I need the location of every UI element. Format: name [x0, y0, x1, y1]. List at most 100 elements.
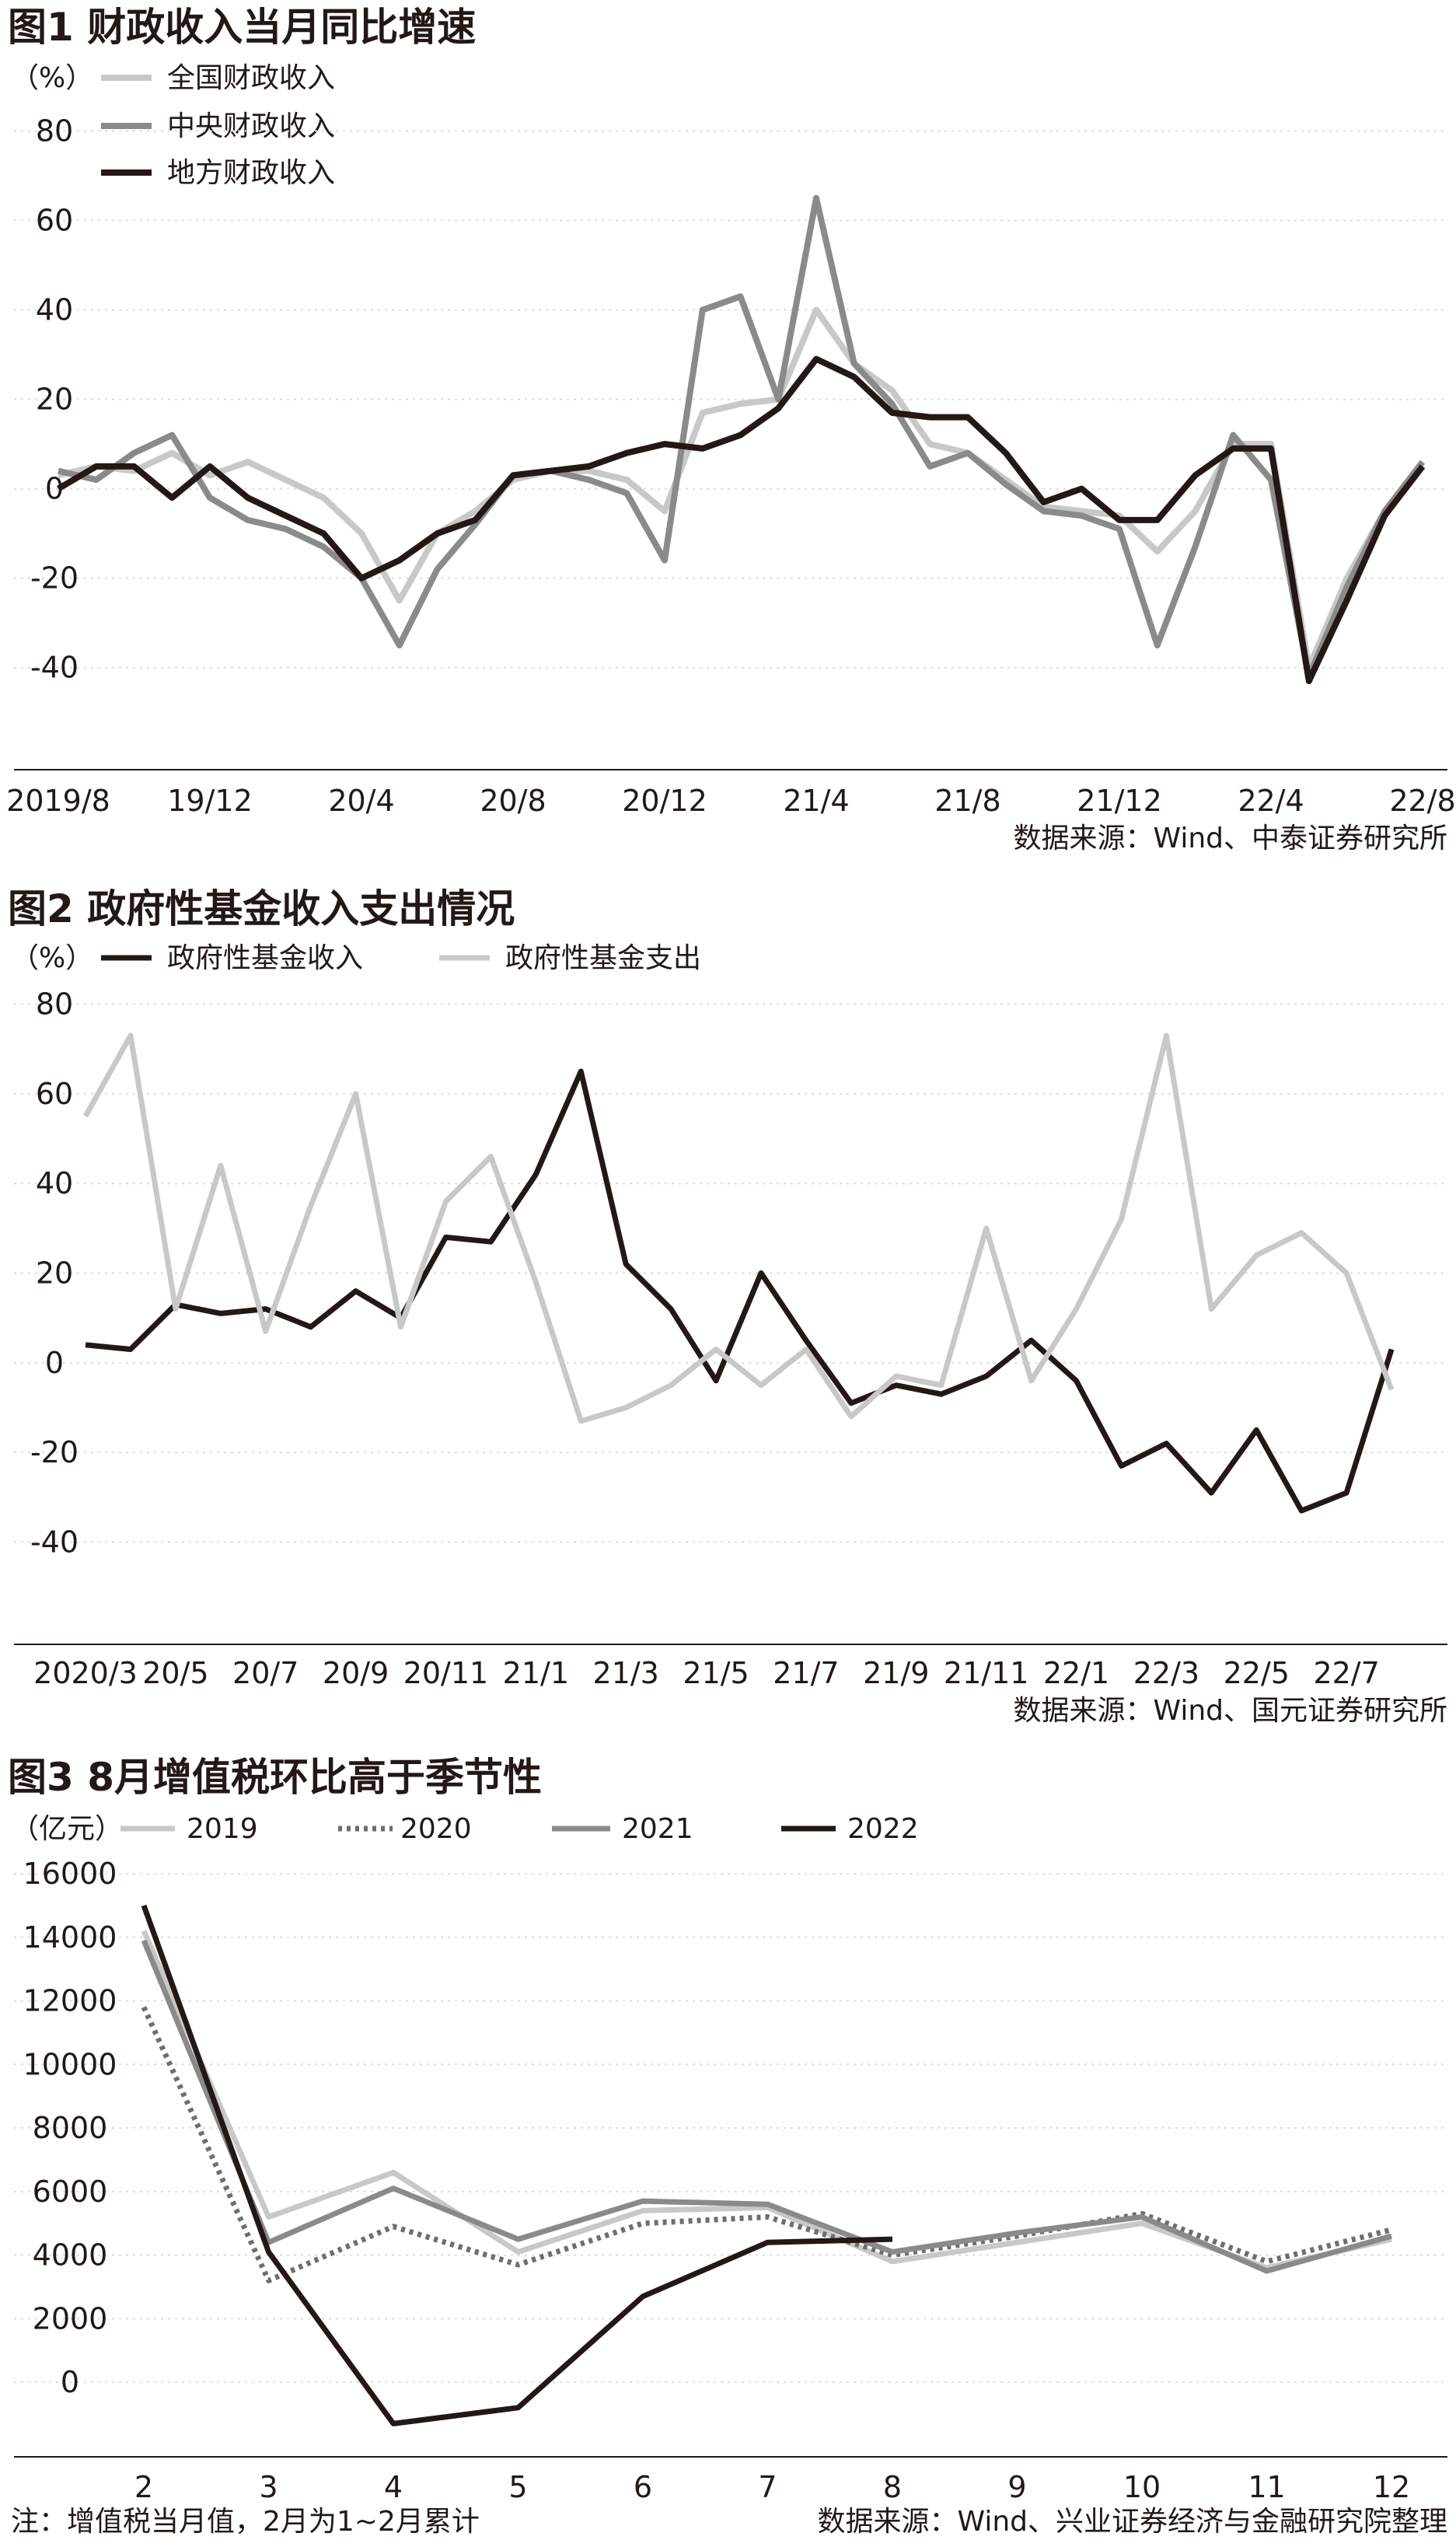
chart-2-y-ticks: 80 60 40 20 0 -20 -40 [30, 987, 79, 1560]
chart-3-x-ticks: 2 3 4 5 6 7 8 9 10 11 12 [134, 2470, 1410, 2504]
c3-x-tick-label: 3 [259, 2470, 278, 2504]
chart-1-legend: 全国财政收入 中央财政收入 地方财政收入 [101, 62, 335, 189]
chart-2-legend: 政府性基金收入 政府性基金支出 [101, 942, 701, 974]
c1-y-tick-label: 60 [36, 204, 73, 238]
c2-series-line-1 [82, 1032, 1395, 1424]
c1-x-tick-label: 21/8 [934, 784, 1000, 818]
c2-series-line-0 [85, 1068, 1395, 1514]
chart-1-source: 数据来源：Wind、中泰证券研究所 [1014, 823, 1447, 854]
legend-label-2021: 2021 [622, 1813, 693, 1845]
c3-y-tick-label: 6000 [33, 2175, 108, 2209]
chart-1-series [56, 194, 1426, 684]
c3-series-line-0 [141, 1930, 1392, 2271]
c1-x-tick-label: 21/12 [1077, 784, 1162, 818]
c2-y-tick-label: 60 [36, 1077, 73, 1111]
c2-y-tick-label: 80 [36, 987, 73, 1022]
c3-x-tick-label: 6 [634, 2470, 652, 2504]
c3-x-tick-label: 2 [134, 2470, 153, 2504]
chart-3-legend: 2019 2020 2021 2022 [120, 1813, 919, 1845]
c3-x-tick-label: 8 [883, 2470, 902, 2504]
c2-x-tick-label: 21/11 [944, 1656, 1029, 1690]
c1-y-tick-label: 40 [36, 293, 73, 327]
c1-series-line-2 [56, 355, 1426, 684]
c2-x-tick-label: 2020/3 [33, 1656, 138, 1690]
c2-x-tick-label: 20/9 [323, 1656, 389, 1690]
c2-x-tick-label: 22/1 [1043, 1656, 1109, 1690]
c2-x-tick-label: 20/7 [232, 1656, 299, 1690]
chart-2-fund-revenue-expenditure: 图2 政府性基金收入支出情况 （%） 政府性基金收入 政府性基金支出 80 60 4… [8, 886, 1447, 1727]
legend-label-local: 地方财政收入 [167, 157, 335, 189]
c3-x-tick-label: 9 [1007, 2470, 1026, 2504]
c3-x-tick-label: 10 [1123, 2470, 1161, 2504]
c3-y-tick-label: 2000 [33, 2301, 108, 2336]
chart-3-title: 图3 8月增值税环比高于季节性 [8, 1755, 542, 1800]
chart-2-title: 图2 政府性基金收入支出情况 [8, 886, 515, 931]
c1-x-tick-label: 20/4 [328, 784, 394, 818]
chart-3-note: 注：增值税当月值，2月为1~2月累计 [11, 2506, 480, 2538]
c3-y-tick-label: 0 [61, 2365, 79, 2399]
c3-series-line-2 [141, 1939, 1392, 2274]
chart-3-unit: （亿元） [11, 1813, 123, 1845]
c3-x-tick-label: 7 [758, 2470, 777, 2504]
legend-label-2022: 2022 [847, 1813, 919, 1845]
c2-x-tick-label: 20/11 [403, 1656, 489, 1690]
chart-1-revenue-growth: 图1 财政收入当月同比增速 （%） 全国财政收入 中央财政收入 地方财政收入 8… [6, 5, 1456, 854]
c3-series-line-3 [141, 1904, 893, 2426]
chart-3-gridlines [14, 1873, 1447, 2384]
c1-series-line-0 [58, 306, 1426, 671]
c2-x-tick-label: 21/1 [503, 1656, 569, 1690]
chart-3-series [141, 1904, 1392, 2426]
c2-x-tick-label: 22/7 [1313, 1656, 1379, 1690]
chart-1-gridlines [14, 130, 1447, 669]
c2-y-tick-label: -40 [30, 1525, 79, 1560]
c2-x-tick-label: 21/7 [773, 1656, 839, 1690]
c3-x-tick-label: 12 [1373, 2470, 1410, 2504]
c2-y-tick-label: -20 [30, 1435, 79, 1469]
c1-x-tick-label: 20/12 [622, 784, 707, 818]
legend-label-fund-revenue: 政府性基金收入 [167, 942, 363, 974]
chart-2-source: 数据来源：Wind、国元证券研究所 [1014, 1695, 1447, 1727]
c2-y-tick-label: 20 [36, 1256, 73, 1291]
c3-y-tick-label: 14000 [23, 1920, 117, 1955]
legend-label-national: 全国财政收入 [167, 62, 335, 94]
legend-label-2020: 2020 [400, 1813, 472, 1845]
c2-x-tick-label: 21/9 [863, 1656, 929, 1690]
legend-label-fund-expenditure: 政府性基金支出 [505, 942, 701, 974]
c2-x-tick-label: 21/3 [593, 1656, 659, 1690]
c1-x-tick-label: 2019/8 [6, 784, 110, 818]
c3-y-tick-label: 16000 [23, 1857, 117, 1891]
c2-y-tick-label: 0 [45, 1346, 64, 1380]
chart-3-y-ticks: 16000 14000 12000 10000 8000 6000 4000 2000 0 [23, 1857, 117, 2399]
c3-x-tick-label: 4 [384, 2470, 403, 2504]
c1-x-tick-label: 20/8 [480, 784, 546, 818]
c3-x-tick-label: 11 [1248, 2470, 1285, 2504]
legend-label-central: 中央财政收入 [167, 110, 335, 142]
chart-2-gridlines [14, 1003, 1447, 1543]
c1-y-tick-label: 80 [36, 114, 73, 148]
chart-1-x-ticks: 2019/8 19/12 20/4 20/8 20/12 21/4 21/8 21/12 22/… [6, 784, 1456, 818]
chart-3-vat-monthly: 图3 8月增值税环比高于季节性 （亿元） 2019 2020 2021 2022… [8, 1755, 1447, 2538]
chart-1-unit: （%） [11, 62, 93, 94]
c1-x-tick-label: 22/8 [1389, 784, 1455, 818]
c1-series-line-1 [58, 194, 1426, 680]
c1-y-tick-label: -40 [30, 651, 79, 685]
c3-y-tick-label: 12000 [23, 1984, 117, 2018]
c2-x-tick-label: 20/5 [142, 1656, 208, 1690]
c1-x-tick-label: 21/4 [783, 784, 849, 818]
c3-y-tick-label: 4000 [33, 2238, 108, 2273]
chart-3-source: 数据来源：Wind、兴业证券经济与金融研究院整理 [818, 2506, 1447, 2538]
legend-label-2019: 2019 [187, 1813, 258, 1845]
c1-x-tick-label: 22/4 [1238, 784, 1304, 818]
c3-series-line-1 [141, 2006, 1392, 2283]
c2-x-tick-label: 22/5 [1224, 1656, 1290, 1690]
c3-x-tick-label: 5 [508, 2470, 527, 2504]
chart-2-x-ticks: 2020/3 20/5 20/7 20/9 20/11 21/1 21/3 21/5 21/7 2… [33, 1656, 1380, 1690]
chart-1-title: 图1 财政收入当月同比增速 [8, 5, 476, 50]
c1-y-tick-label: 20 [36, 383, 73, 417]
c2-y-tick-label: 40 [36, 1166, 73, 1200]
chart-2-series [82, 1032, 1395, 1514]
c3-y-tick-label: 8000 [33, 2111, 108, 2145]
c1-x-tick-label: 19/12 [167, 784, 253, 818]
